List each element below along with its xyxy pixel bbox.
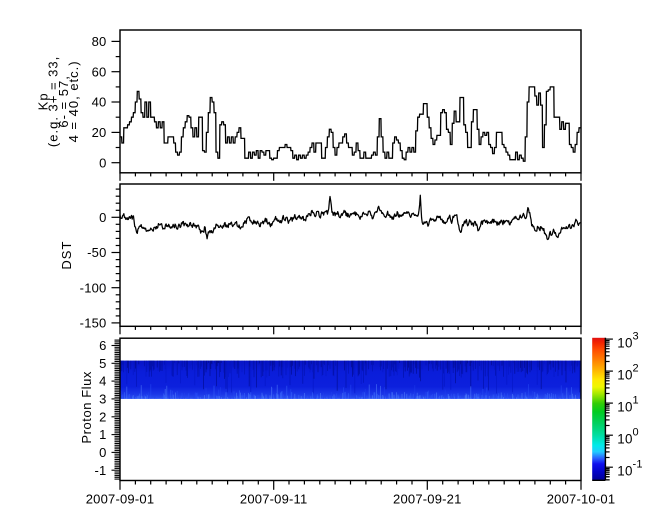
svg-text:0: 0 [99, 445, 106, 460]
svg-text:-1: -1 [95, 463, 107, 478]
svg-text:Proton Flux: Proton Flux [79, 371, 94, 444]
svg-text:-100: -100 [80, 280, 107, 295]
svg-text:6- = 57,: 6- = 57, [56, 75, 71, 127]
svg-text:-150: -150 [80, 316, 107, 331]
svg-text:-50: -50 [87, 245, 106, 260]
svg-text:2007-09-11: 2007-09-11 [240, 492, 308, 507]
svg-text:20: 20 [92, 125, 107, 140]
svg-text:1: 1 [99, 427, 106, 442]
svg-text:0: 0 [99, 155, 106, 170]
svg-text:4 = 40, etc.): 4 = 40, etc.) [66, 60, 81, 142]
svg-text:10: 10 [617, 464, 632, 479]
svg-text:10: 10 [617, 335, 632, 350]
svg-text:2: 2 [633, 362, 639, 374]
svg-text:60: 60 [92, 64, 107, 79]
svg-text:80: 80 [92, 34, 107, 49]
svg-text:0: 0 [99, 210, 106, 225]
svg-text:1: 1 [633, 394, 639, 406]
svg-text:Kp: Kp [35, 92, 50, 110]
svg-text:10: 10 [617, 399, 632, 414]
svg-text:3: 3 [99, 392, 106, 407]
svg-text:-1: -1 [633, 458, 643, 470]
svg-text:4: 4 [99, 374, 106, 389]
svg-text:10: 10 [617, 432, 632, 447]
svg-text:DST: DST [59, 241, 74, 270]
svg-text:40: 40 [92, 95, 107, 110]
svg-text:3: 3 [633, 330, 639, 342]
svg-text:2007-09-01: 2007-09-01 [86, 492, 155, 507]
svg-text:6: 6 [99, 338, 106, 353]
svg-text:0: 0 [633, 426, 639, 438]
svg-text:5: 5 [99, 356, 106, 371]
svg-text:(e.g. 3+ = 33,: (e.g. 3+ = 33, [46, 56, 61, 147]
svg-text:2007-09-21: 2007-09-21 [393, 492, 462, 507]
svg-text:10: 10 [617, 367, 632, 382]
svg-text:2: 2 [99, 409, 106, 424]
svg-text:2007-10-01: 2007-10-01 [547, 492, 616, 507]
